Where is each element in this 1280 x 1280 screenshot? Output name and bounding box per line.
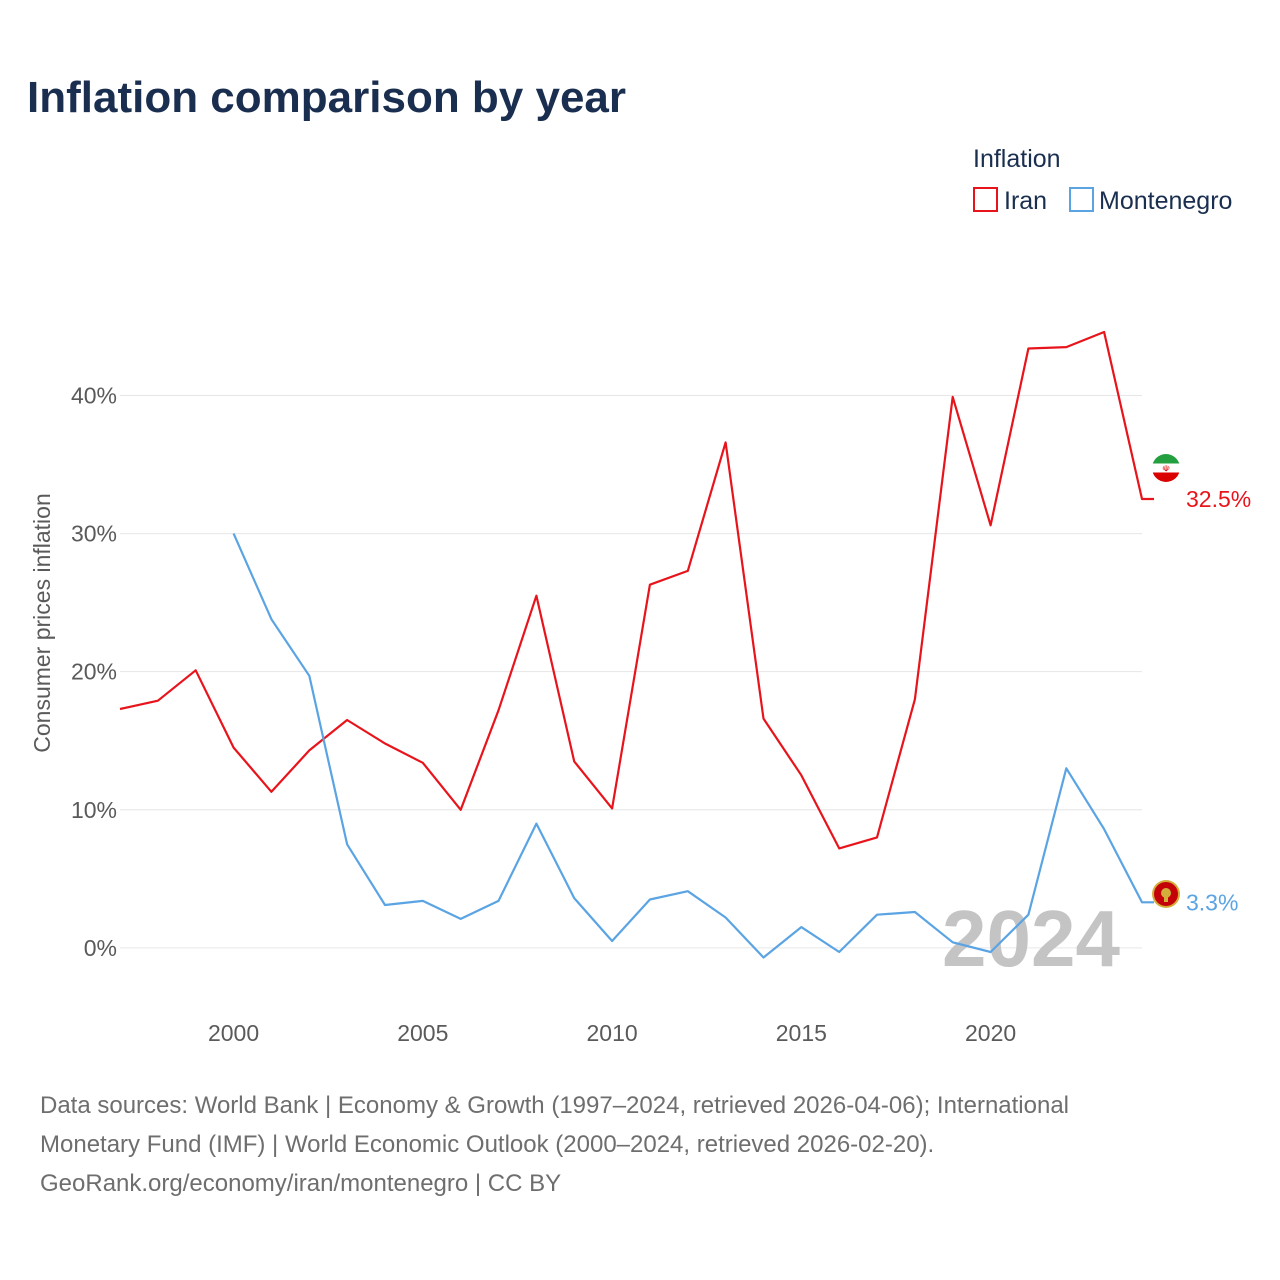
- data-point-montenegro[interactable]: [874, 912, 880, 918]
- series-line-montenegro[interactable]: [232, 533, 1154, 959]
- gridlines: [120, 394, 1142, 949]
- legend-label-iran: Iran: [1004, 187, 1047, 215]
- year-watermark: 2024: [942, 894, 1120, 983]
- y-axis-label: Consumer prices inflation: [29, 493, 55, 753]
- data-point-iran[interactable]: [760, 716, 766, 722]
- legend-item-montenegro[interactable]: Montenegro: [1069, 187, 1232, 215]
- data-point-montenegro[interactable]: [458, 916, 464, 922]
- x-tick-label: 2005: [397, 1020, 448, 1046]
- data-point-iran[interactable]: [268, 789, 274, 795]
- chart-title: Inflation comparison by year: [27, 73, 626, 122]
- data-point-iran[interactable]: [685, 568, 691, 574]
- data-point-iran[interactable]: [647, 582, 653, 588]
- end-label-montenegro: 3.3%: [1186, 889, 1238, 915]
- x-tick-label: 2000: [208, 1020, 259, 1046]
- iran-flag-icon: ☫: [1152, 454, 1180, 482]
- chart: Inflation comparison by year Inflation I…: [27, 73, 1251, 1046]
- data-point-montenegro[interactable]: [571, 895, 577, 901]
- legend-swatch-montenegro: [1069, 187, 1094, 212]
- data-point-montenegro[interactable]: [609, 938, 615, 944]
- data-point-montenegro[interactable]: [231, 531, 237, 537]
- data-point-montenegro[interactable]: [912, 909, 918, 915]
- data-point-iran[interactable]: [306, 747, 312, 753]
- data-point-iran[interactable]: [950, 394, 956, 400]
- data-point-iran[interactable]: [344, 717, 350, 723]
- legend-item-iran[interactable]: Iran: [973, 187, 1047, 215]
- y-tick-label: 30%: [71, 521, 117, 547]
- data-point-iran[interactable]: [723, 439, 729, 445]
- y-tick-label: 40%: [71, 382, 117, 408]
- end-label-iran: 32.5%: [1186, 486, 1251, 512]
- data-point-montenegro[interactable]: [723, 914, 729, 920]
- data-point-montenegro[interactable]: [344, 841, 350, 847]
- data-point-montenegro[interactable]: [685, 888, 691, 894]
- x-tick-label: 2020: [965, 1020, 1016, 1046]
- data-point-montenegro[interactable]: [1139, 899, 1145, 905]
- source-line-1: Data sources: World Bank | Economy & Gro…: [40, 1092, 1070, 1119]
- series-line-iran[interactable]: [119, 330, 1154, 850]
- data-point-iran[interactable]: [988, 522, 994, 528]
- data-point-iran[interactable]: [420, 760, 426, 766]
- legend-label-montenegro: Montenegro: [1099, 187, 1232, 215]
- legend-title: Inflation: [973, 145, 1061, 173]
- data-point-iran[interactable]: [533, 593, 539, 599]
- data-point-montenegro[interactable]: [836, 949, 842, 955]
- data-point-montenegro[interactable]: [798, 924, 804, 930]
- data-point-iran[interactable]: [1139, 496, 1145, 502]
- series-layer: 32.5% 3.3%: [117, 329, 1251, 961]
- data-point-iran[interactable]: [1025, 346, 1031, 352]
- svg-text:☫: ☫: [1162, 465, 1170, 475]
- x-tick-label: 2010: [586, 1020, 637, 1046]
- data-point-iran[interactable]: [458, 807, 464, 813]
- data-point-iran[interactable]: [1063, 344, 1069, 350]
- data-point-iran[interactable]: [874, 834, 880, 840]
- data-point-montenegro[interactable]: [496, 898, 502, 904]
- y-tick-label: 10%: [71, 797, 117, 823]
- data-point-montenegro[interactable]: [268, 616, 274, 622]
- source-line-3: GeoRank.org/economy/iran/montenegro | CC…: [40, 1170, 562, 1197]
- data-point-iran[interactable]: [1101, 329, 1107, 335]
- y-tick-label: 0%: [84, 935, 117, 961]
- data-point-iran[interactable]: [382, 740, 388, 746]
- y-tick-label: 20%: [71, 659, 117, 685]
- montenegro-flag-icon: [1152, 880, 1180, 908]
- data-point-montenegro[interactable]: [988, 949, 994, 955]
- data-point-montenegro[interactable]: [306, 673, 312, 679]
- data-point-iran[interactable]: [836, 845, 842, 851]
- data-point-iran[interactable]: [609, 805, 615, 811]
- data-point-montenegro[interactable]: [1101, 826, 1107, 832]
- x-axis-ticks: 2000 2005 2010 2015 2020: [208, 1020, 1016, 1046]
- data-source-note: Data sources: World Bank | Economy & Gro…: [40, 1086, 1240, 1203]
- data-point-montenegro[interactable]: [382, 902, 388, 908]
- data-point-iran[interactable]: [798, 772, 804, 778]
- data-point-iran[interactable]: [193, 667, 199, 673]
- data-point-iran[interactable]: [912, 696, 918, 702]
- x-tick-label: 2015: [776, 1020, 827, 1046]
- data-point-iran[interactable]: [571, 758, 577, 764]
- data-point-montenegro[interactable]: [950, 939, 956, 945]
- data-point-montenegro[interactable]: [420, 898, 426, 904]
- data-point-iran[interactable]: [155, 698, 161, 704]
- data-point-montenegro[interactable]: [1063, 765, 1069, 771]
- legend-swatch-iran: [973, 187, 998, 212]
- y-axis-ticks: 0% 10% 20% 30% 40%: [71, 382, 117, 960]
- data-point-iran[interactable]: [231, 745, 237, 751]
- data-point-montenegro[interactable]: [647, 897, 653, 903]
- legend: Inflation Iran Montenegro: [973, 145, 1232, 215]
- data-point-iran[interactable]: [496, 707, 502, 713]
- data-point-montenegro[interactable]: [1025, 912, 1031, 918]
- data-point-iran[interactable]: [117, 706, 123, 712]
- data-point-montenegro[interactable]: [533, 821, 539, 827]
- data-point-montenegro[interactable]: [760, 955, 766, 961]
- source-line-2: Monetary Fund (IMF) | World Economic Out…: [40, 1131, 935, 1158]
